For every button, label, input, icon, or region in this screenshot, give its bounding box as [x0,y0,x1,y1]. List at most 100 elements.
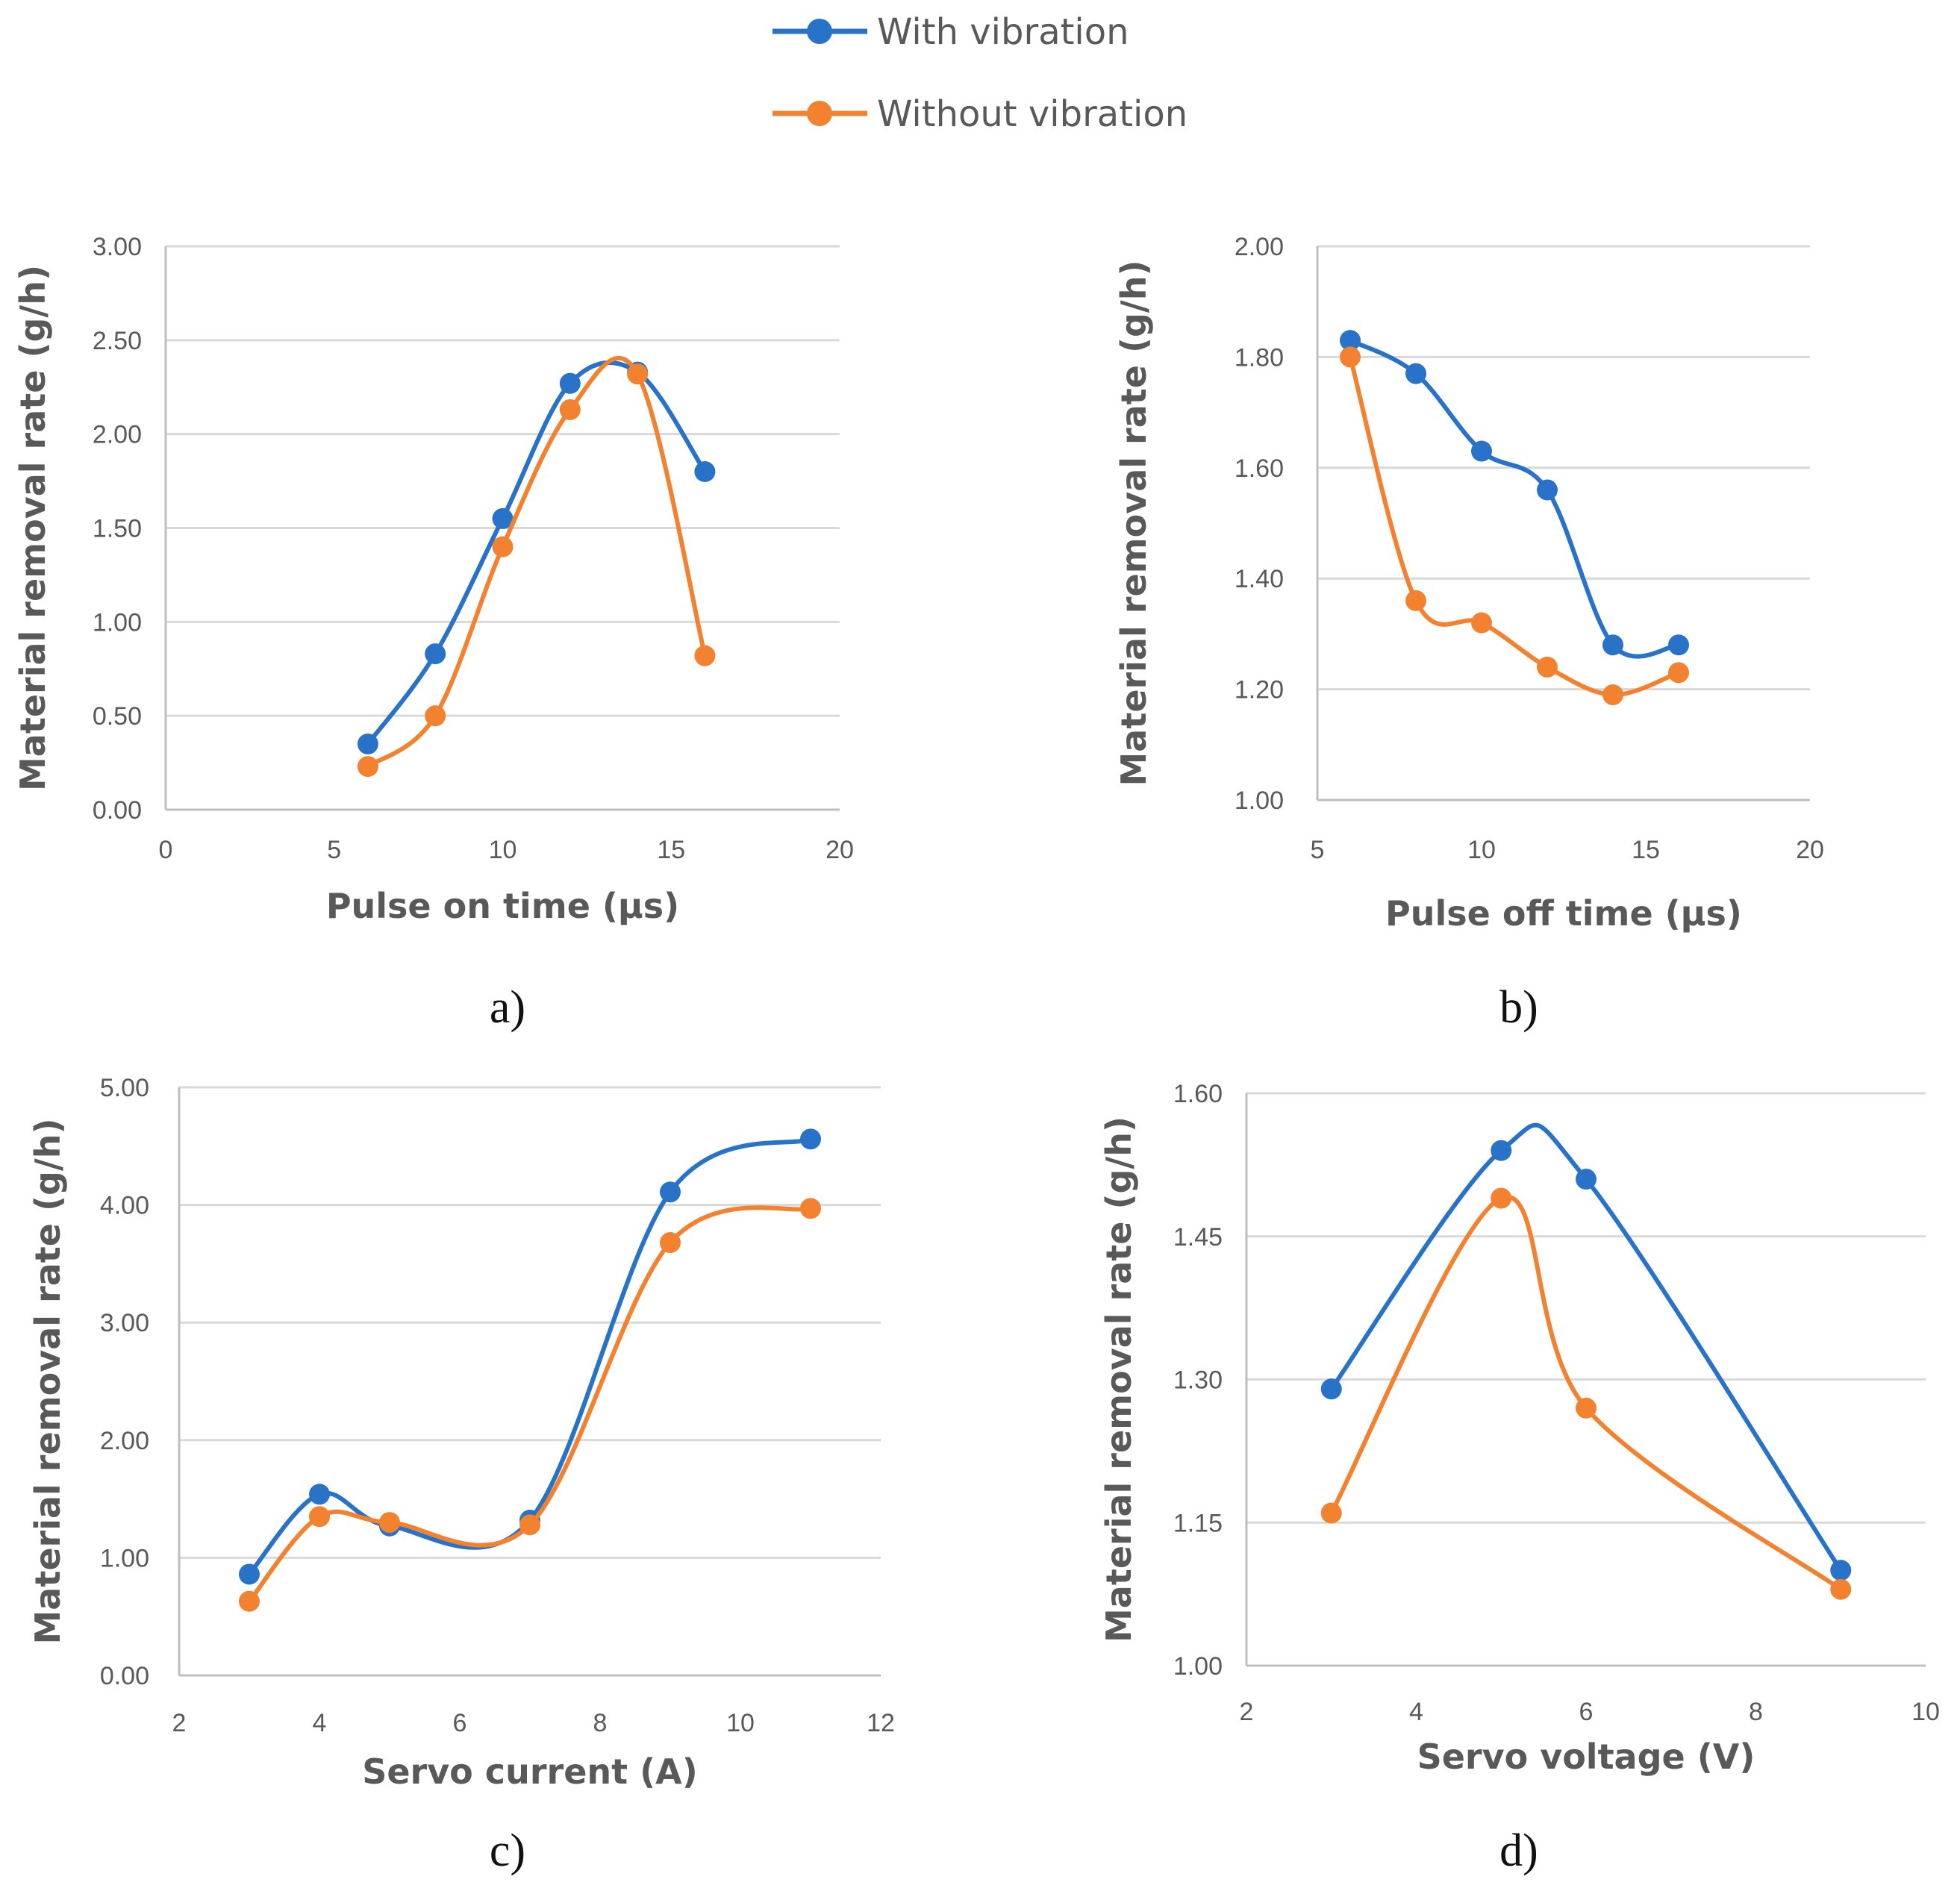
panel-d-series-without-vibration [1320,1187,1852,1600]
panel-b-series-with-vibration-point [1405,363,1426,384]
panel-b-series-without-vibration-point [1471,612,1492,634]
panel-c-series-with-vibration-point [800,1128,821,1150]
panel-d-x-tick-label: 10 [1911,1698,1940,1726]
panel-a-series-with-vibration-point [357,733,378,754]
panel-a-series-with-vibration-point [559,372,581,394]
chart-panels: 0.00 0.50 1.00 1.50 2.00 2.50 3.00 0 5 10 15 20 Puls… [13,233,1940,1876]
panel-a-label: a) [490,982,525,1033]
panel-b-y-axis-title: Material removal rate (g/h) [1114,260,1154,787]
panel-b-series-without-vibration-point [1602,684,1623,706]
panel-d-series-with-vibration-point [1320,1378,1342,1400]
panel-c-x-tick-label: 4 [313,1709,327,1737]
legend: With vibration Without vibration [773,11,1187,135]
panel-c-series-with-vibration-point [239,1563,260,1585]
panel-d-series-with-vibration-point [1830,1560,1852,1581]
panel-b-y-tick-label: 2.00 [1235,233,1284,261]
panel-b-series-with-vibration-point [1668,634,1689,656]
panel-b-series-with-vibration-point [1537,479,1558,501]
panel-a-series-without-vibration [357,355,716,778]
panel-b-series-with-vibration-point [1471,440,1492,462]
panel-a-series-with-vibration-point [425,643,446,665]
panel-a: 0.00 0.50 1.00 1.50 2.00 2.50 3.00 0 5 10 15 20 Puls… [13,233,854,1033]
panel-d-x-tick-label: 6 [1579,1698,1594,1726]
panel-a-series-without-vibration-point [627,363,649,385]
panel-a-x-tick-label: 20 [825,836,854,864]
panel-c-series-without-vibration-point [660,1232,681,1254]
panel-c-series-without-vibration [239,1198,821,1612]
panel-b-series-without-vibration-point [1405,590,1426,611]
panel-b-series-with-vibration-line [1349,338,1679,659]
panel-d-y-tick-label: 1.45 [1173,1223,1223,1251]
panel-b-series-without-vibration-point [1537,656,1558,678]
panel-d-series-with-vibration-point [1491,1140,1512,1161]
panel-d-series-without-vibration-point [1830,1578,1852,1600]
panel-c-series-with-vibration-point [309,1484,330,1505]
panel-b-x-tick-label: 10 [1467,836,1496,864]
panel-b-series-without-vibration-point [1668,662,1689,684]
panel-a-series-with-vibration-point [694,461,716,482]
panel-d-series-with-vibration-line [1329,1122,1843,1572]
panel-a-y-tick-label: 1.50 [93,515,142,543]
panel-a-x-tick-label: 5 [327,836,341,864]
panel-d-series-without-vibration-point [1491,1187,1512,1209]
panel-d-series-with-vibration-point [1576,1169,1597,1190]
panel-d-x-tick-label: 4 [1409,1698,1423,1726]
panel-c-series-without-vibration-point [379,1512,400,1534]
panel-b-series-with-vibration [1340,330,1689,659]
panel-a-x-tick-label: 0 [159,836,173,864]
legend-marker-without-vibration [807,101,832,126]
panel-d-series-with-vibration [1320,1122,1852,1581]
panel-b-series-without-vibration-line [1348,356,1680,698]
panel-b-series-without-vibration [1340,346,1689,706]
panel-a-series-without-vibration-point [492,536,514,557]
panel-d-y-tick-label: 1.60 [1173,1080,1223,1108]
panel-b-x-tick-label: 5 [1311,836,1325,864]
panel-c-y-tick-label: 1.00 [100,1544,149,1572]
panel-d: 1.00 1.15 1.30 1.45 1.60 2 4 6 8 10 Servo voltage … [1099,1080,1940,1876]
panel-d-series-without-vibration-point [1320,1502,1342,1524]
panel-a-series-without-vibration-line [366,355,708,769]
legend-label-without-vibration: Without vibration [877,93,1187,135]
panel-c-y-tick-label: 3.00 [100,1309,149,1337]
panel-a-y-tick-label: 3.00 [93,233,142,261]
panel-c-series-without-vibration-line [247,1205,811,1603]
panel-b-y-tick-label: 1.20 [1235,676,1284,704]
panel-d-series-without-vibration-line [1329,1194,1843,1592]
panel-a-y-tick-label: 2.00 [93,421,142,449]
panel-a-series-without-vibration-point [425,705,446,727]
panel-d-y-tick-label: 1.15 [1173,1509,1223,1537]
panel-b: 1.00 1.20 1.40 1.60 1.80 2.00 5 10 15 20 Pulse off… [1114,233,1824,1033]
panel-b-series-with-vibration-point [1602,634,1623,656]
panel-d-y-tick-label: 1.00 [1173,1652,1223,1681]
panel-b-y-tick-label: 1.60 [1235,454,1284,483]
panel-d-x-tick-label: 2 [1240,1698,1254,1726]
panel-a-series-without-vibration-point [357,756,378,778]
panel-b-y-tick-label: 1.80 [1235,343,1284,372]
panel-a-x-axis-title: Pulse on time (μs) [326,886,679,926]
panel-c-x-tick-label: 2 [172,1709,187,1737]
panel-c-label: c) [490,1825,525,1876]
panel-c-series-with-vibration-point [660,1181,681,1203]
panel-d-series-without-vibration-point [1576,1397,1597,1419]
panel-c-y-tick-label: 4.00 [100,1192,149,1220]
panel-c-series-without-vibration-point [519,1514,540,1536]
panel-d-y-axis-title: Material removal rate (g/h) [1099,1116,1139,1643]
panel-b-series-with-vibration-point [1340,330,1361,351]
panel-a-series-with-vibration [357,360,716,754]
panel-a-y-tick-label: 0.00 [93,796,142,825]
panel-d-label: d) [1499,1825,1538,1876]
panel-a-y-tick-label: 1.00 [93,608,142,637]
panel-c-series-without-vibration-point [309,1506,330,1528]
legend-marker-with-vibration [807,19,832,44]
panel-b-x-tick-label: 20 [1796,836,1824,864]
panel-b-y-tick-label: 1.40 [1235,565,1284,593]
panel-b-y-tick-label: 1.00 [1235,787,1284,815]
panel-a-series-without-vibration-point [559,399,581,420]
legend-entry-with-vibration: With vibration [773,11,1129,53]
panel-c-series-without-vibration-point [800,1198,821,1219]
panel-c-x-tick-label: 12 [867,1709,895,1737]
panel-d-y-tick-label: 1.30 [1173,1366,1223,1395]
legend-label-with-vibration: With vibration [877,11,1129,53]
panel-d-x-axis-title: Servo voltage (V) [1417,1737,1755,1777]
